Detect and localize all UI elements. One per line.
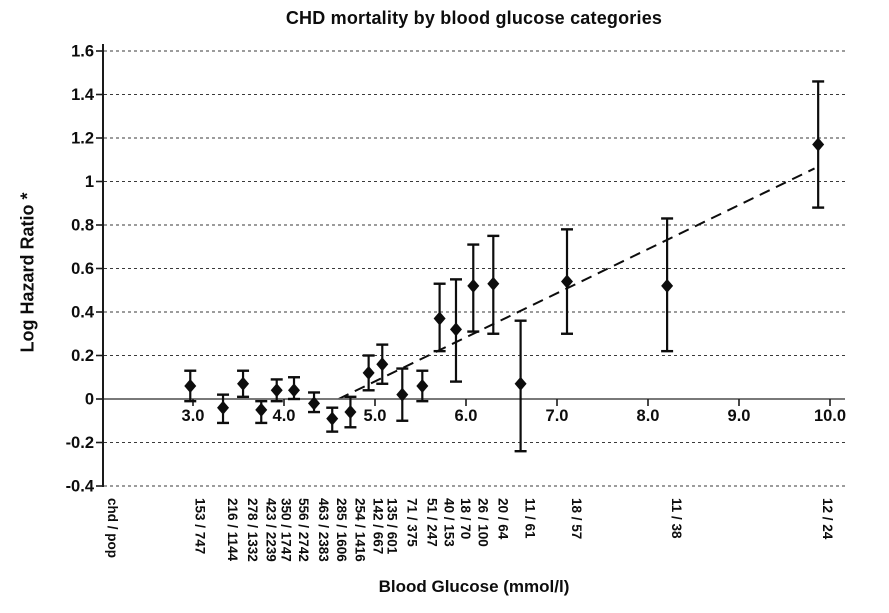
- y-tick-label: -0.2: [66, 434, 94, 452]
- diamond-marker: [344, 405, 357, 420]
- category-ratio-label: 556 / 2742: [296, 498, 311, 562]
- category-ratio-label: 285 / 1606: [334, 498, 349, 562]
- y-tick-label: 0: [85, 391, 94, 409]
- diamond-marker: [449, 322, 462, 337]
- category-ratio-label: 12 / 24: [820, 498, 835, 540]
- diamond-marker: [661, 278, 674, 293]
- category-ratio-label: 142 / 667: [371, 498, 386, 554]
- ratio-axis-header: chd / pop: [105, 498, 120, 558]
- x-axis-title: Blood Glucose (mmol/l): [378, 577, 570, 596]
- category-ratio-label: 350 / 1747: [279, 498, 294, 562]
- category-ratio-label: 26 / 100: [475, 498, 490, 547]
- category-ratio-label: 463 / 2383: [316, 498, 331, 562]
- x-tick-label: 5.0: [364, 407, 387, 425]
- y-tick-label: 0.4: [71, 304, 95, 322]
- category-ratio-label: 71 / 375: [404, 498, 419, 547]
- diamond-marker: [812, 137, 825, 152]
- diamond-marker: [326, 411, 339, 426]
- y-tick-label: -0.4: [66, 478, 95, 496]
- diamond-marker: [561, 274, 574, 289]
- x-tick-label: 4.0: [273, 407, 296, 425]
- category-ratio-label: 18 / 57: [569, 498, 584, 539]
- diamond-marker: [514, 376, 527, 391]
- y-tick-label: 1.6: [71, 43, 94, 61]
- diamond-marker: [217, 400, 230, 415]
- category-ratio-label: 51 / 247: [424, 498, 439, 547]
- diamond-marker: [416, 378, 429, 393]
- category-ratio-label: 278 / 1332: [245, 498, 260, 562]
- chart-title: CHD mortality by blood glucose categorie…: [285, 8, 663, 28]
- category-ratio-label: 20 / 64: [495, 498, 510, 540]
- y-tick-label: 1.4: [71, 86, 95, 104]
- category-ratio-label: 153 / 747: [192, 498, 207, 554]
- category-ratio-label: 18 / 70: [458, 498, 473, 539]
- x-tick-label: 10.0: [814, 407, 846, 425]
- diamond-marker: [396, 387, 409, 402]
- category-ratio-label: 216 / 1144: [225, 498, 240, 562]
- y-tick-label: 1.2: [71, 130, 94, 148]
- diamond-marker: [184, 378, 197, 393]
- diamond-marker: [308, 396, 321, 411]
- y-tick-label: 0.8: [71, 217, 94, 235]
- category-ratio-label: 135 / 601: [384, 498, 399, 555]
- x-tick-label: 3.0: [182, 407, 205, 425]
- x-tick-label: 6.0: [455, 407, 478, 425]
- diamond-marker: [467, 278, 480, 293]
- diamond-marker: [487, 276, 500, 291]
- diamond-marker: [288, 383, 301, 398]
- category-ratio-label: 254 / 1416: [352, 498, 367, 562]
- category-ratio-label: 40 / 153: [442, 498, 457, 547]
- diamond-marker: [362, 365, 375, 380]
- category-ratio-label: 11 / 38: [669, 498, 684, 539]
- trend-line: [338, 167, 815, 400]
- y-tick-label: 0.2: [71, 347, 94, 365]
- x-tick-label: 9.0: [728, 407, 751, 425]
- category-ratio-label: 11 / 61: [523, 498, 538, 539]
- diamond-marker: [270, 383, 283, 398]
- y-tick-label: 1: [85, 173, 94, 191]
- diamond-marker: [255, 402, 268, 417]
- x-tick-label: 8.0: [637, 407, 660, 425]
- diamond-marker: [376, 357, 389, 372]
- y-tick-label: 0.6: [71, 260, 94, 278]
- x-tick-label: 7.0: [546, 407, 569, 425]
- category-ratio-label: 423 / 2239: [263, 498, 278, 562]
- diamond-marker: [433, 311, 446, 326]
- diamond-marker: [237, 376, 250, 391]
